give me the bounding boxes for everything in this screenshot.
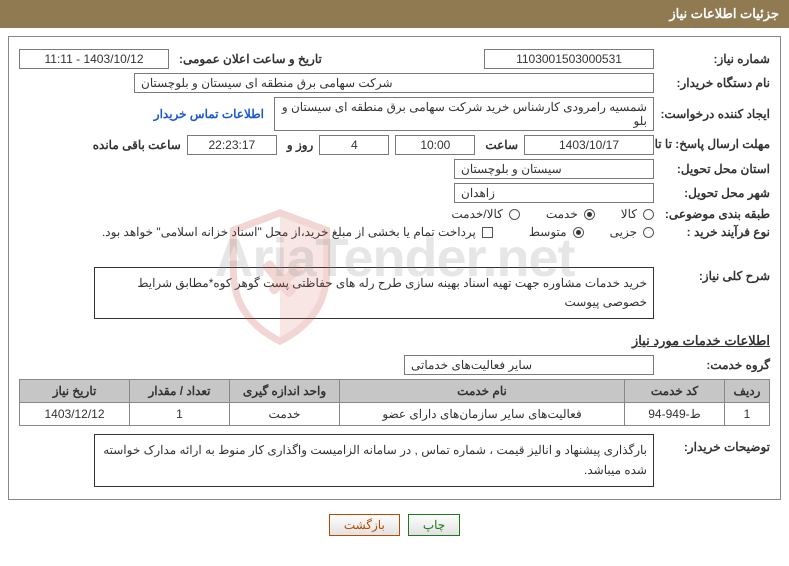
city-label: شهر محل تحویل: (660, 186, 770, 200)
time-remaining: 22:23:17 (187, 135, 277, 155)
cell-code: ط-949-94 (625, 403, 725, 426)
cell-date: 1403/12/12 (20, 403, 130, 426)
need-no-label: شماره نیاز: (660, 52, 770, 66)
radio-medium-label: متوسط (529, 225, 567, 239)
need-desc-label: شرح کلی نیاز: (660, 263, 770, 283)
buyer-org-value: شرکت سهامی برق منطقه ای سیستان و بلوچستا… (134, 73, 654, 93)
radio-goods-label: کالا (621, 207, 637, 221)
buyer-desc-value: بارگذاری پیشنهاد و انالیز قیمت ، شماره ت… (94, 434, 654, 486)
requester-value: شمسیه رامرودی کارشناس خرید شرکت سهامی بر… (274, 97, 654, 131)
days-remaining: 4 (319, 135, 389, 155)
service-info-title: اطلاعات خدمات مورد نیاز (19, 333, 770, 349)
th-code: کد خدمت (625, 380, 725, 403)
deadline-label: مهلت ارسال پاسخ: تا تاریخ: (660, 137, 770, 153)
radio-goods[interactable] (643, 209, 654, 220)
need-desc-value: خرید خدمات مشاوره جهت تهیه اسناد بهینه س… (94, 267, 654, 319)
requester-label: ایجاد کننده درخواست: (660, 107, 770, 121)
radio-both-label: کالا/خدمت (451, 207, 502, 221)
city-value: زاهدان (454, 183, 654, 203)
radio-both[interactable] (509, 209, 520, 220)
table-row: 1 ط-949-94 فعالیت‌های سایر سازمان‌های دا… (20, 403, 770, 426)
days-label: روز و (283, 138, 314, 152)
purchase-type-label: نوع فرآیند خرید : (660, 225, 770, 239)
service-group-value: سایر فعالیت‌های خدماتی (404, 355, 654, 375)
subject-cat-label: طبقه بندی موضوعی: (660, 207, 770, 221)
radio-service[interactable] (584, 209, 595, 220)
services-table: ردیف کد خدمت نام خدمت واحد اندازه گیری ت… (19, 379, 770, 426)
deadline-time: 10:00 (395, 135, 475, 155)
announce-value: 1403/10/12 - 11:11 (19, 49, 169, 69)
radio-small[interactable] (643, 227, 654, 238)
th-date: تاریخ نیاز (20, 380, 130, 403)
service-group-label: گروه خدمت: (660, 358, 770, 372)
cell-qty: 1 (130, 403, 230, 426)
page-header: جزئیات اطلاعات نیاز (0, 0, 789, 28)
header-title: جزئیات اطلاعات نیاز (669, 6, 779, 21)
cell-name: فعالیت‌های سایر سازمان‌های دارای عضو (340, 403, 625, 426)
th-row: ردیف (725, 380, 770, 403)
radio-service-label: خدمت (546, 207, 578, 221)
th-unit: واحد اندازه گیری (230, 380, 340, 403)
checkbox-payment[interactable] (482, 227, 493, 238)
cell-unit: خدمت (230, 403, 340, 426)
print-button[interactable]: چاپ (408, 514, 460, 536)
buyer-contact-link[interactable]: اطلاعات تماس خریدار (154, 107, 264, 121)
remain-label: ساعت باقی مانده (89, 138, 181, 152)
th-qty: تعداد / مقدار (130, 380, 230, 403)
deadline-date: 1403/10/17 (524, 135, 654, 155)
buyer-desc-label: توضیحات خریدار: (660, 434, 770, 454)
announce-label: تاریخ و ساعت اعلان عمومی: (175, 52, 322, 66)
details-frame: AriaTender.net شماره نیاز: 1103001503000… (8, 36, 781, 500)
cell-row: 1 (725, 403, 770, 426)
table-header-row: ردیف کد خدمت نام خدمت واحد اندازه گیری ت… (20, 380, 770, 403)
radio-medium[interactable] (573, 227, 584, 238)
province-value: سیستان و بلوچستان (454, 159, 654, 179)
hour-label: ساعت (481, 138, 518, 152)
province-label: استان محل تحویل: (660, 162, 770, 176)
need-no-value: 1103001503000531 (484, 49, 654, 69)
th-name: نام خدمت (340, 380, 625, 403)
radio-small-label: جزیی (610, 225, 637, 239)
back-button[interactable]: بازگشت (329, 514, 400, 536)
payment-note: پرداخت تمام یا بخشی از مبلغ خرید،از محل … (102, 225, 476, 239)
buyer-org-label: نام دستگاه خریدار: (660, 76, 770, 90)
